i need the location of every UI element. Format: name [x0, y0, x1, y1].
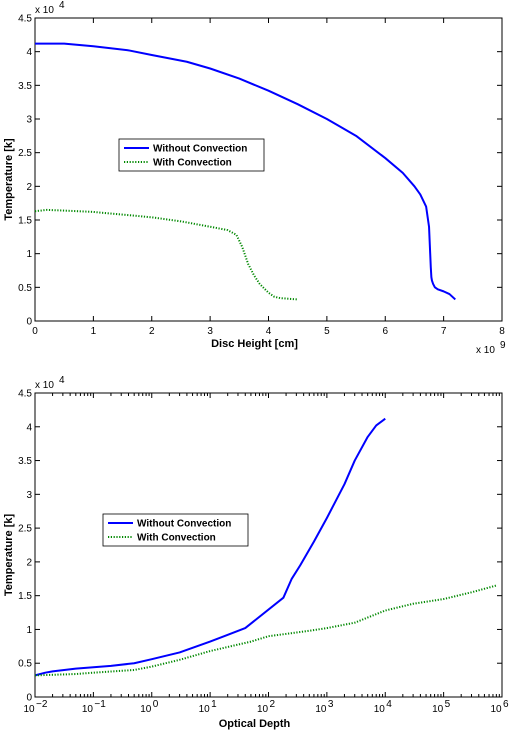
- bottom-series-without-convection-line: [34, 417, 386, 677]
- bottom-y-tick-label: 1.5: [18, 591, 32, 602]
- bottom-x-tick-label-exponent: 1: [211, 699, 217, 710]
- top-legend-box: [118, 138, 265, 172]
- top-x-axis-label: Disc Height [cm]: [211, 338, 298, 350]
- top-y-tick-label: 1.5: [18, 216, 32, 227]
- top-y-tick-label: 4.5: [18, 14, 32, 25]
- bottom-y-tick-label: 3.5: [18, 456, 32, 467]
- bottom-y-multiplier: x 10: [35, 380, 54, 391]
- bottom-x-tick-label: 10: [432, 704, 444, 715]
- top-y-multiplier: x 10: [35, 5, 54, 16]
- top-x-tick-label: 2: [149, 326, 155, 337]
- bottom-x-tick-label: 10: [257, 704, 269, 715]
- top-y-axis-label: Temperature [k]: [3, 138, 15, 221]
- top-x-tick-label: 0: [32, 326, 38, 337]
- bottom-x-tick-label-exponent: 4: [386, 699, 392, 710]
- top-series-with-convection-line: [34, 208, 298, 301]
- bottom-x-tick-label-exponent: −1: [94, 699, 106, 710]
- bottom-y-tick-label: 4: [26, 422, 32, 433]
- bottom-x-tick-label-exponent: 0: [153, 699, 159, 710]
- top-x-multiplier: x 10: [476, 345, 495, 356]
- top-x-tick-label: 6: [382, 326, 388, 337]
- bottom-y-tick-label: 0: [26, 693, 32, 704]
- bottom-x-tick-label: 10: [315, 704, 327, 715]
- top-y-tick-label: 4: [26, 47, 32, 58]
- top-x-tick-label: 7: [441, 326, 447, 337]
- bottom-y-tick-label: 3: [26, 490, 32, 501]
- bottom-chart: 10 −2 10 −1 10 0 10 1 10 2 10 3 10 4 10 5 10 600.511.522.…: [3, 375, 509, 730]
- bottom-y-tick-label: 2: [26, 557, 32, 568]
- top-y-tick-label: 2: [26, 182, 32, 193]
- top-legend-label-with-convection: With Convection: [153, 158, 232, 169]
- bottom-x-tick-label: 10: [199, 704, 211, 715]
- top-y-multiplier-exponent: 4: [59, 0, 65, 11]
- top-legend-label-without-convection: Without Convection: [153, 144, 247, 155]
- top-series-without-convection-line: [35, 42, 456, 301]
- bottom-x-tick-label-exponent: 5: [445, 699, 451, 710]
- bottom-y-multiplier-exponent: 4: [59, 375, 65, 386]
- top-legend: Without Convection With Convection: [118, 138, 265, 172]
- bottom-legend-label-without-convection: Without Convection: [137, 519, 231, 530]
- top-y-tick-label: 1: [26, 249, 32, 260]
- top-x-tick-label: 5: [324, 326, 330, 337]
- bottom-x-tick-label: 10: [82, 704, 94, 715]
- bottom-x-tick-label-exponent: 2: [270, 699, 276, 710]
- bottom-legend: Without Convection With Convection: [102, 513, 249, 547]
- top-y-tick-label: 0.5: [18, 283, 32, 294]
- bottom-legend-box: [102, 513, 249, 547]
- top-y-tick-label: 3: [26, 115, 32, 126]
- top-x-tick-label: 8: [499, 326, 505, 337]
- bottom-legend-label-with-convection: With Convection: [137, 533, 216, 544]
- bottom-y-tick-label: 2.5: [18, 524, 32, 535]
- top-x-tick-label: 4: [266, 326, 272, 337]
- bottom-x-tick-label-exponent: −2: [36, 699, 48, 710]
- bottom-x-tick-label-exponent: 6: [503, 699, 509, 710]
- bottom-x-tick-label: 10: [23, 704, 35, 715]
- bottom-x-tick-label: 10: [374, 704, 386, 715]
- top-x-tick-label: 1: [91, 326, 97, 337]
- bottom-y-axis-label: Temperature [k]: [3, 514, 15, 597]
- bottom-y-tick-label: 0.5: [18, 659, 32, 670]
- bottom-x-axis-label: Optical Depth: [219, 718, 291, 730]
- top-y-tick-label: 3.5: [18, 81, 32, 92]
- top-y-tick-label: 2.5: [18, 148, 32, 159]
- bottom-y-tick-label: 1: [26, 625, 32, 636]
- top-x-tick-label: 3: [207, 326, 213, 337]
- top-chart: 0 1 2 3 4 5 6 7 800.511.522.533.544.5x 10 4x 10 9D…: [3, 0, 506, 356]
- top-y-tick-label: 0: [26, 317, 32, 328]
- bottom-x-tick-label: 10: [490, 704, 502, 715]
- bottom-y-tick-label: 4.5: [18, 389, 32, 400]
- top-x-multiplier-exponent: 9: [500, 340, 506, 351]
- bottom-x-tick-label: 10: [140, 704, 152, 715]
- bottom-x-tick-label-exponent: 3: [328, 699, 334, 710]
